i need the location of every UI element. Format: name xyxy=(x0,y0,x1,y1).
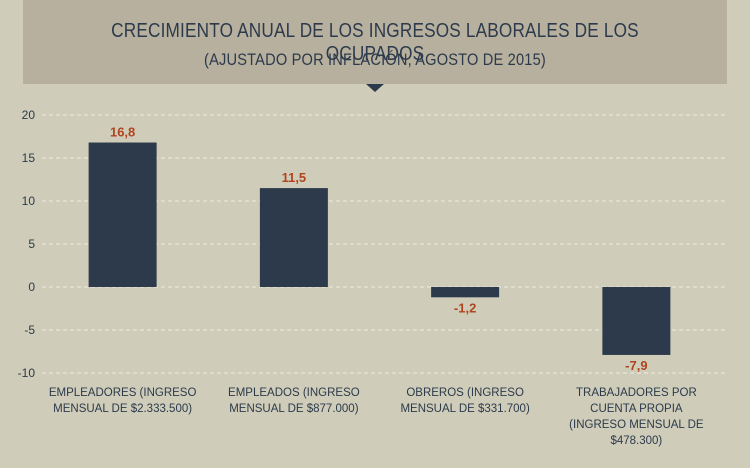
title-banner xyxy=(23,0,727,84)
bar xyxy=(88,142,157,287)
category-label: Obreros (ingreso mensual de $331.700) xyxy=(400,387,530,415)
bar xyxy=(431,287,500,298)
category-label: Trabajadores por cuenta propia (ingreso … xyxy=(569,387,704,447)
data-label: 11,5 xyxy=(282,170,307,185)
banner-pointer xyxy=(366,84,384,92)
chart-title: Crecimiento anual de los ingresos labora… xyxy=(111,20,639,65)
data-label: 16,8 xyxy=(110,125,135,140)
data-label: -1,2 xyxy=(454,300,476,315)
y-tick-label: 15 xyxy=(22,151,36,165)
bar xyxy=(259,188,328,287)
y-tick-label: 5 xyxy=(28,237,35,251)
y-tick-label: -10 xyxy=(18,366,36,380)
data-label: -7,9 xyxy=(625,358,647,373)
y-tick-label: -5 xyxy=(24,323,35,337)
category-label: Empleados (ingreso mensual de $877.000) xyxy=(228,387,360,415)
y-tick-label: 20 xyxy=(22,108,36,122)
y-tick-label: 0 xyxy=(28,280,35,294)
category-label: Empleadores (ingreso mensual de $2.333.5… xyxy=(48,387,197,415)
bar xyxy=(602,287,671,355)
y-tick-label: 10 xyxy=(22,194,36,208)
chart-subtitle: (Ajustado por inflación, agosto de 2015) xyxy=(204,50,546,69)
